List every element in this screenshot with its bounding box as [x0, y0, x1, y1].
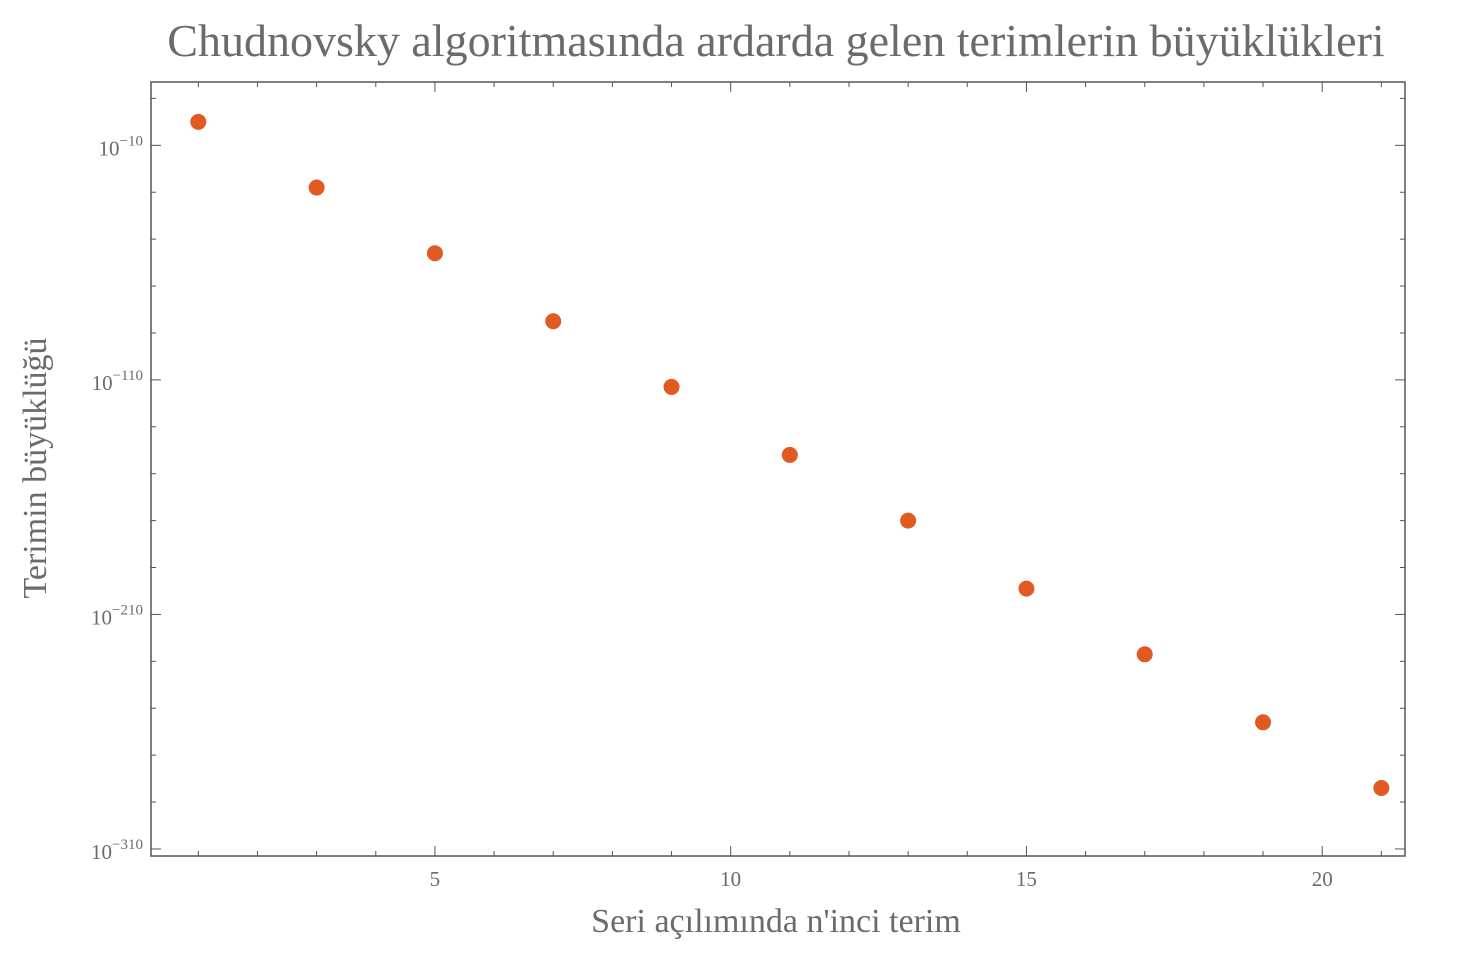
y-tick-label: 10−310	[91, 837, 143, 864]
plot-frame	[150, 81, 1406, 857]
y-tick-exponent: −10	[120, 133, 143, 149]
data-point	[308, 179, 325, 196]
y-tick-base: 10	[99, 136, 120, 160]
x-tick-label: 5	[430, 867, 441, 891]
y-tick-base: 10	[92, 371, 113, 395]
x-tick-label: 20	[1312, 867, 1333, 891]
x-axis-label: Seri açılımında n'inci terim	[591, 903, 961, 940]
x-tick-label: 15	[1016, 867, 1037, 891]
y-tick-label: 10−210	[91, 602, 143, 629]
x-axis-ticks: 5 10 15 20	[197, 82, 1382, 891]
y-tick-label: 10−110	[92, 368, 143, 395]
y-tick-label: 10−10	[99, 133, 143, 160]
data-points	[190, 113, 1390, 796]
data-point	[663, 378, 680, 395]
chart-title: Chudnovsky algoritmasında ardarda gelen …	[167, 15, 1384, 66]
data-point	[1018, 580, 1035, 597]
y-tick-base: 10	[91, 840, 112, 864]
data-point	[545, 313, 562, 330]
data-point	[900, 512, 917, 529]
data-point	[781, 446, 798, 463]
y-axis-label: Terimin büyüklüğü	[17, 337, 54, 598]
data-point	[426, 245, 443, 262]
data-point	[1136, 646, 1153, 663]
y-tick-exponent: −310	[112, 837, 143, 853]
y-tick-exponent: −210	[112, 602, 143, 618]
data-point	[1373, 779, 1390, 796]
data-point	[190, 113, 207, 130]
data-point	[1255, 714, 1272, 731]
y-tick-base: 10	[91, 605, 112, 629]
y-tick-exponent: −110	[113, 368, 143, 384]
x-tick-label: 10	[720, 867, 741, 891]
